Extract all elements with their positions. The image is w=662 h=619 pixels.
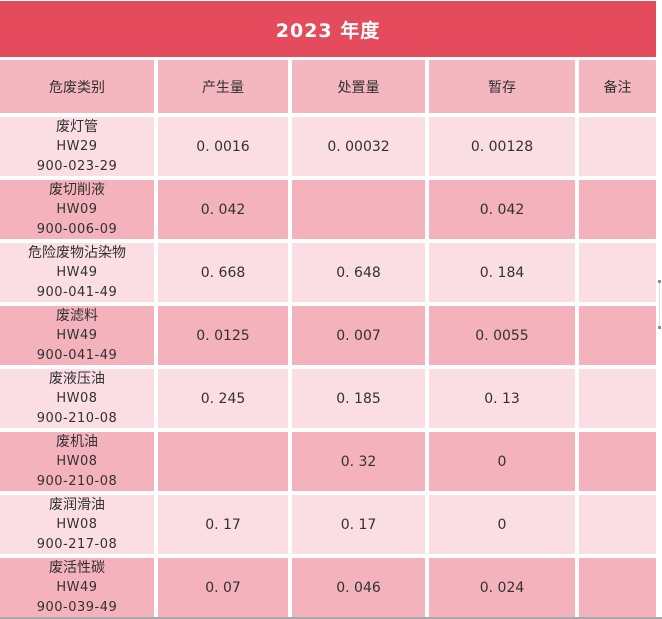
- remark-value: [579, 432, 656, 491]
- waste-name: 废滤料: [56, 307, 98, 324]
- remark-value: [579, 180, 656, 239]
- produced-value: 0. 042: [158, 180, 288, 239]
- waste-name: 废润滑油: [49, 496, 105, 513]
- scrollbar-thumb[interactable]: [659, 283, 660, 327]
- waste-id-code: 900-041-49: [36, 347, 118, 363]
- waste-hw-code: HW49: [56, 327, 98, 343]
- category-cell: 废润滑油 HW08 900-217-08: [0, 495, 154, 554]
- stored-value: 0. 184: [429, 243, 575, 302]
- category-cell: 废机油 HW08 900-210-08: [0, 432, 154, 491]
- waste-id-code: 900-217-08: [36, 536, 118, 552]
- stored-value: 0: [429, 432, 575, 491]
- remark-value: [579, 495, 656, 554]
- scrollbar-dot-bottom-icon: [658, 326, 661, 329]
- produced-value: 0. 17: [158, 495, 288, 554]
- waste-hw-code: HW49: [56, 264, 98, 280]
- disposed-value: [292, 180, 425, 239]
- col-header-produced: 产生量: [158, 60, 288, 113]
- stored-value: 0: [429, 495, 575, 554]
- waste-id-code: 900-210-08: [36, 473, 118, 489]
- stored-value: 0. 0055: [429, 306, 575, 365]
- disposed-value: 0. 32: [292, 432, 425, 491]
- produced-value: 0. 0125: [158, 306, 288, 365]
- produced-value: [158, 432, 288, 491]
- disposed-value: 0. 17: [292, 495, 425, 554]
- stored-value: 0. 00128: [429, 117, 575, 176]
- produced-value: 0. 245: [158, 369, 288, 428]
- col-header-disposed: 处置量: [292, 60, 425, 113]
- waste-hw-code: HW08: [56, 453, 98, 469]
- disposed-value: 0. 648: [292, 243, 425, 302]
- remark-value: [579, 558, 656, 617]
- col-header-remark: 备注: [579, 60, 656, 113]
- remark-value: [579, 306, 656, 365]
- scrollbar[interactable]: [656, 0, 662, 617]
- stored-value: 0. 13: [429, 369, 575, 428]
- waste-name: 危险废物沾染物: [28, 244, 126, 261]
- category-cell: 危险废物沾染物 HW49 900-041-49: [0, 243, 154, 302]
- remark-value: [579, 369, 656, 428]
- stored-value: 0. 042: [429, 180, 575, 239]
- remark-value: [579, 243, 656, 302]
- waste-name: 废灯管: [56, 118, 98, 135]
- waste-id-code: 900-210-08: [36, 410, 118, 426]
- table-bottom-border: [0, 617, 662, 619]
- waste-hw-code: HW08: [56, 390, 98, 406]
- category-cell: 废灯管 HW29 900-023-29: [0, 117, 154, 176]
- stored-value: 0. 024: [429, 558, 575, 617]
- category-cell: 废滤料 HW49 900-041-49: [0, 306, 154, 365]
- col-header-stored: 暂存: [429, 60, 575, 113]
- scrollbar-dot-top-icon: [658, 280, 661, 283]
- waste-id-code: 900-023-29: [36, 158, 118, 174]
- produced-value: 0. 0016: [158, 117, 288, 176]
- disposed-value: 0. 007: [292, 306, 425, 365]
- waste-hw-code: HW09: [56, 201, 98, 217]
- waste-id-code: 900-041-49: [36, 284, 118, 300]
- category-cell: 废切削液 HW09 900-006-09: [0, 180, 154, 239]
- waste-name: 废机油: [56, 433, 98, 450]
- waste-name: 废活性碳: [49, 559, 105, 576]
- waste-hw-code: HW29: [56, 138, 98, 154]
- waste-name: 废切削液: [49, 181, 105, 198]
- produced-value: 0. 668: [158, 243, 288, 302]
- waste-table: 危废类别 产生量 处置量 暂存 备注 废灯管 HW29 900-023-29 0…: [0, 60, 656, 617]
- category-cell: 废液压油 HW08 900-210-08: [0, 369, 154, 428]
- year-title: 2023 年度: [275, 19, 381, 42]
- category-cell: 废活性碳 HW49 900-039-49: [0, 558, 154, 617]
- disposed-value: 0. 046: [292, 558, 425, 617]
- disposed-value: 0. 00032: [292, 117, 425, 176]
- waste-id-code: 900-006-09: [36, 221, 118, 237]
- produced-value: 0. 07: [158, 558, 288, 617]
- col-header-category: 危废类别: [0, 60, 154, 113]
- remark-value: [579, 117, 656, 176]
- waste-name: 废液压油: [49, 370, 105, 387]
- waste-hw-code: HW08: [56, 516, 98, 532]
- disposed-value: 0. 185: [292, 369, 425, 428]
- waste-id-code: 900-039-49: [36, 599, 118, 615]
- year-banner: 2023 年度: [0, 1, 656, 57]
- waste-hw-code: HW49: [56, 579, 98, 595]
